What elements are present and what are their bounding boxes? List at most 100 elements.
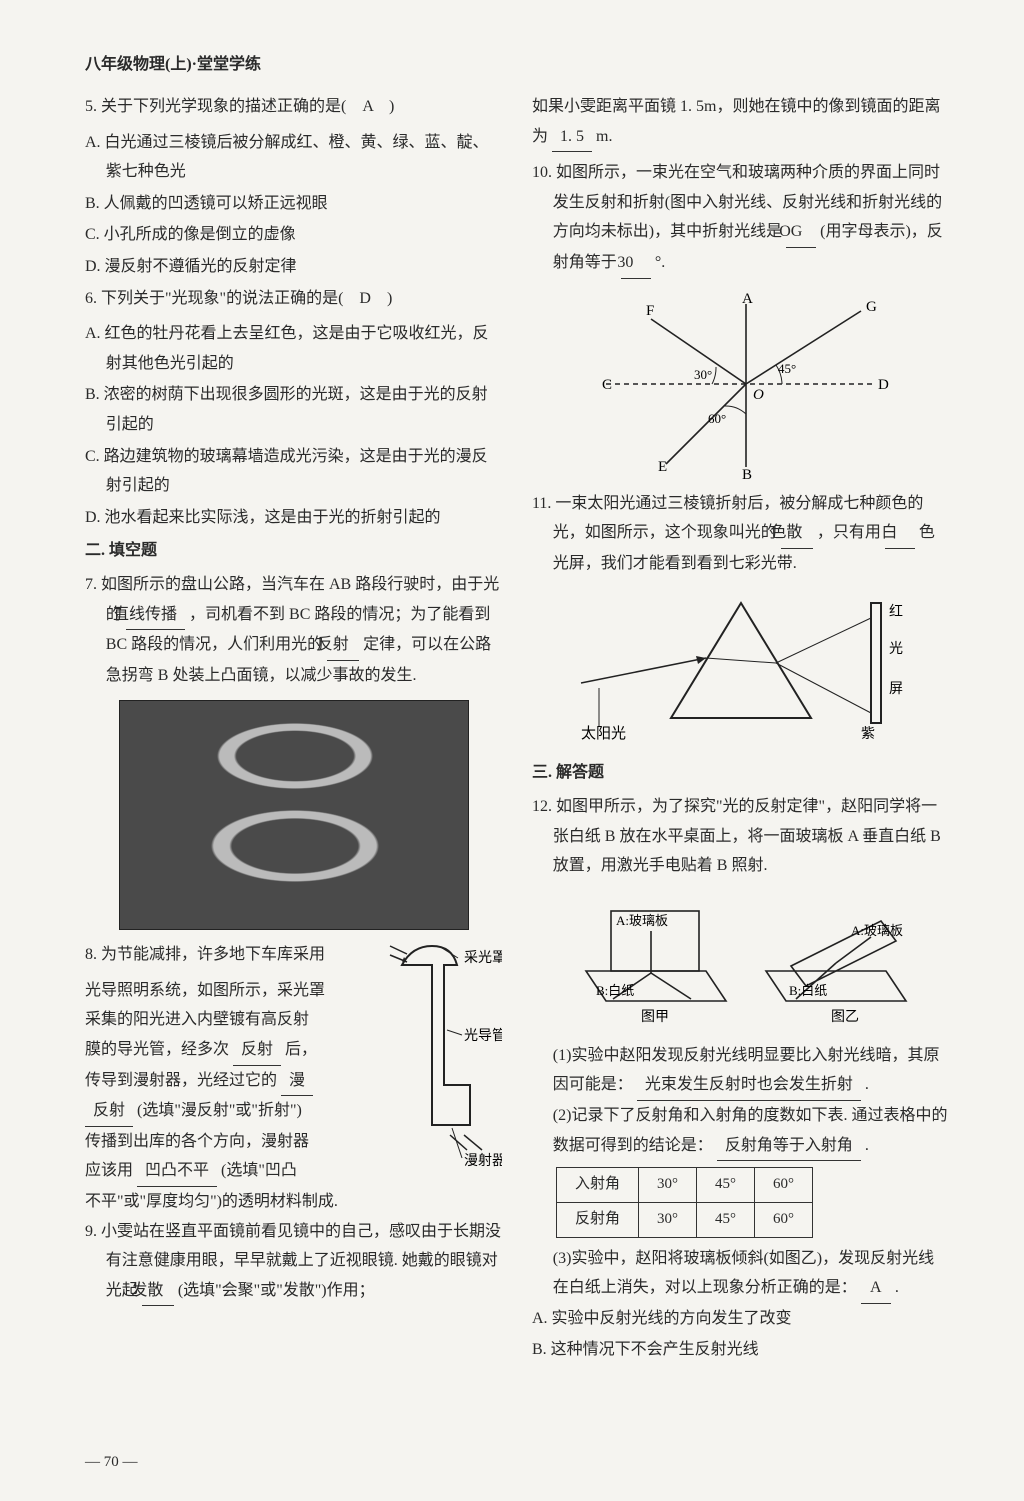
- q12-opt-b: B. 这种情况下不会产生反射光线: [532, 1335, 949, 1365]
- q7-blank-1: 直线传播: [126, 600, 185, 631]
- svg-text:E: E: [658, 459, 667, 475]
- q8-line4: 膜的导光管，经多次 反射 后，: [85, 1035, 362, 1066]
- q8-label-mid: 光导管: [464, 1028, 502, 1044]
- svg-text:A: A: [742, 291, 753, 307]
- q12-p3: (3)实验中，赵阳将玻璃板倾斜(如图乙)，发现反射光线在白纸上消失，对以上现象分…: [532, 1244, 949, 1304]
- q8-l5a: 传导到漫射器，光经过它的: [85, 1072, 277, 1089]
- q12-p3c: .: [895, 1279, 899, 1296]
- q9r-b: m.: [596, 128, 612, 145]
- q8-line1: 8. 为节能减排，许多地下车库采用: [85, 940, 362, 970]
- q8-line5: 传导到漫射器，光经过它的 漫: [85, 1066, 362, 1097]
- q9: 9. 小雯站在竖直平面镜前看见镜中的自己，感叹由于长期没有注意健康用眼，早早就戴…: [85, 1217, 502, 1307]
- q12-p2-blank: 反射角等于入射角: [717, 1131, 861, 1162]
- q10-blank-2: 30: [621, 248, 651, 279]
- q5-opt-d: D. 漫反射不遵循光的反射定律: [85, 252, 502, 282]
- q12-p1c: .: [865, 1076, 869, 1093]
- cell: 60°: [755, 1202, 813, 1237]
- q8-line3: 采集的阳光进入内壁镀有高反射: [85, 1005, 362, 1035]
- svg-text:B:白纸: B:白纸: [789, 983, 827, 998]
- q8: 8. 为节能减排，许多地下车库采用 光导照明系统，如图所示，采光罩 采集的阳光进…: [85, 940, 502, 1216]
- q12-p3-blank: A: [861, 1273, 891, 1304]
- q7-road-image: [119, 700, 469, 930]
- q12-p1: (1)实验中赵阳发现反射光线明显要比入射光线暗，其原因可能是： 光束发生反射时也…: [532, 1041, 949, 1101]
- svg-text:B:白纸: B:白纸: [596, 983, 634, 998]
- q12-stem: 12. 如图甲所示，为了探究"光的反射定律"，赵阳同学将一张白纸 B 放在水平桌…: [532, 792, 949, 881]
- q6-opt-d: D. 池水看起来比实际浅，这是由于光的折射引起的: [85, 503, 502, 533]
- q9r-a: 如果小雯距离平面镜 1. 5m，则她在镜中的像到镜面的距离为: [532, 98, 940, 145]
- q8-blank-3: 凹凸不平: [137, 1156, 217, 1187]
- svg-text:A:玻璃板: A:玻璃板: [851, 923, 903, 938]
- svg-text:60°: 60°: [708, 411, 726, 426]
- right-column: 如果小雯距离平面镜 1. 5m，则她在镜中的像到镜面的距离为 1. 5 m. 1…: [532, 92, 949, 1367]
- q8-label-top: 采光罩: [464, 950, 502, 966]
- left-column: 5. 关于下列光学现象的描述正确的是( A ) A. 白光通过三棱镜后被分解成红…: [85, 92, 502, 1367]
- q5-opt-a: A. 白光通过三棱镜后被分解成红、橙、黄、绿、蓝、靛、紫七种色光: [85, 128, 502, 187]
- svg-text:F: F: [646, 303, 654, 319]
- q8-l4b: 后，: [285, 1041, 317, 1058]
- q10-blank-1: OG: [786, 217, 816, 248]
- q11-b: ，只有用: [817, 524, 881, 541]
- cell: 30°: [639, 1202, 697, 1237]
- svg-text:光: 光: [889, 641, 903, 657]
- q8-line6: 反射 (选填"漫反射"或"折射"): [85, 1096, 362, 1127]
- q6-opt-b: B. 浓密的树荫下出现很多圆形的光斑，这是由于光的反射引起的: [85, 380, 502, 439]
- svg-text:B: B: [742, 467, 752, 479]
- cell: 入射角: [557, 1168, 639, 1203]
- svg-text:红: 红: [889, 604, 903, 620]
- q7: 7. 如图所示的盘山公路，当汽车在 AB 路段行驶时，由于光的 直线传播 ，司机…: [85, 570, 502, 690]
- q11-blank-2: 白: [885, 518, 915, 549]
- cell: 60°: [755, 1168, 813, 1203]
- svg-text:屏: 屏: [889, 682, 903, 697]
- cell: 反射角: [557, 1202, 639, 1237]
- svg-text:图乙: 图乙: [831, 1009, 859, 1025]
- svg-text:G: G: [866, 299, 877, 315]
- svg-text:A:玻璃板: A:玻璃板: [616, 913, 668, 928]
- q8-blank-2: 漫: [281, 1066, 313, 1097]
- svg-text:45°: 45°: [778, 361, 796, 376]
- q12-figure: A:玻璃板 B:白纸 图甲 A:玻璃板 B:白纸 图乙: [532, 891, 949, 1031]
- q9-blank-1: 发散: [142, 1276, 174, 1307]
- q6-opt-c: C. 路边建筑物的玻璃幕墙造成光污染，这是由于光的漫反射引起的: [85, 442, 502, 501]
- content-columns: 5. 关于下列光学现象的描述正确的是( A ) A. 白光通过三棱镜后被分解成红…: [85, 92, 949, 1367]
- table-row: 反射角 30° 45° 60°: [557, 1202, 813, 1237]
- q6-stem: 6. 下列关于"光现象"的说法正确的是( D ): [85, 284, 502, 314]
- q6-opt-a: A. 红色的牡丹花看上去呈红色，这是由于它吸收红光，反射其他色光引起的: [85, 319, 502, 378]
- q12-opt-a: A. 实验中反射光线的方向发生了改变: [532, 1304, 949, 1334]
- q10: 10. 如图所示，一束光在空气和玻璃两种介质的界面上同时发生反射和折射(图中入射…: [532, 158, 949, 278]
- section-3-title: 三. 解答题: [532, 758, 949, 788]
- q8-line8: 应该用 凹凸不平 (选填"凹凸: [85, 1156, 362, 1187]
- q9r-blank: 1. 5: [552, 122, 592, 153]
- q12-p2: (2)记录下了反射角和入射角的度数如下表. 通过表格中的数据可得到的结论是： 反…: [532, 1101, 949, 1161]
- svg-text:C: C: [602, 377, 612, 393]
- q8-l8a: 应该用: [85, 1162, 133, 1179]
- q5-opt-c: C. 小孔所成的像是倒立的虚像: [85, 220, 502, 250]
- q12-p2c: .: [865, 1137, 869, 1154]
- cell: 45°: [697, 1168, 755, 1203]
- q5-stem: 5. 关于下列光学现象的描述正确的是( A ): [85, 92, 502, 122]
- table-row: 入射角 30° 45° 60°: [557, 1168, 813, 1203]
- q11: 11. 一束太阳光通过三棱镜折射后，被分解成七种颜色的光，如图所示，这个现象叫光…: [532, 489, 949, 579]
- q8-blank-1: 反射: [233, 1035, 281, 1066]
- q11-figure: 红 光 屏 紫 太阳光: [532, 588, 949, 748]
- page-header: 八年级物理(上)·堂堂学练: [85, 50, 949, 74]
- q12-p1-blank: 光束发生反射时也会发生折射: [637, 1070, 861, 1101]
- q8-l8b: (选填"凹凸: [221, 1162, 297, 1179]
- q12-table: 入射角 30° 45° 60° 反射角 30° 45° 60°: [556, 1167, 813, 1238]
- q10-d: °.: [655, 254, 665, 271]
- q11-blank-1: 色散: [781, 518, 813, 549]
- q8-figure: 采光罩 光导管 漫射器: [372, 940, 502, 1216]
- svg-text:D: D: [878, 377, 889, 393]
- q7-blank-2: 反射: [327, 630, 359, 661]
- svg-text:太阳光: 太阳光: [581, 725, 626, 742]
- svg-text:图甲: 图甲: [641, 1010, 669, 1025]
- section-2-title: 二. 填空题: [85, 536, 502, 566]
- cell: 45°: [697, 1202, 755, 1237]
- q8-line2: 光导照明系统，如图所示，采光罩: [85, 976, 362, 1006]
- q8-l4a: 膜的导光管，经多次: [85, 1041, 229, 1058]
- q8-line9: 不平"或"厚度均匀")的透明材料制成.: [85, 1187, 362, 1217]
- q5-opt-b: B. 人佩戴的凹透镜可以矫正远视眼: [85, 189, 502, 219]
- page-number: — 70 —: [85, 1454, 138, 1471]
- q8-l6b: (选填"漫反射"或"折射"): [137, 1102, 302, 1119]
- q9-text-b: (选填"会聚"或"发散")作用；: [178, 1282, 375, 1299]
- q10-figure: F A G C O D E B 30° 45° 60°: [532, 289, 949, 479]
